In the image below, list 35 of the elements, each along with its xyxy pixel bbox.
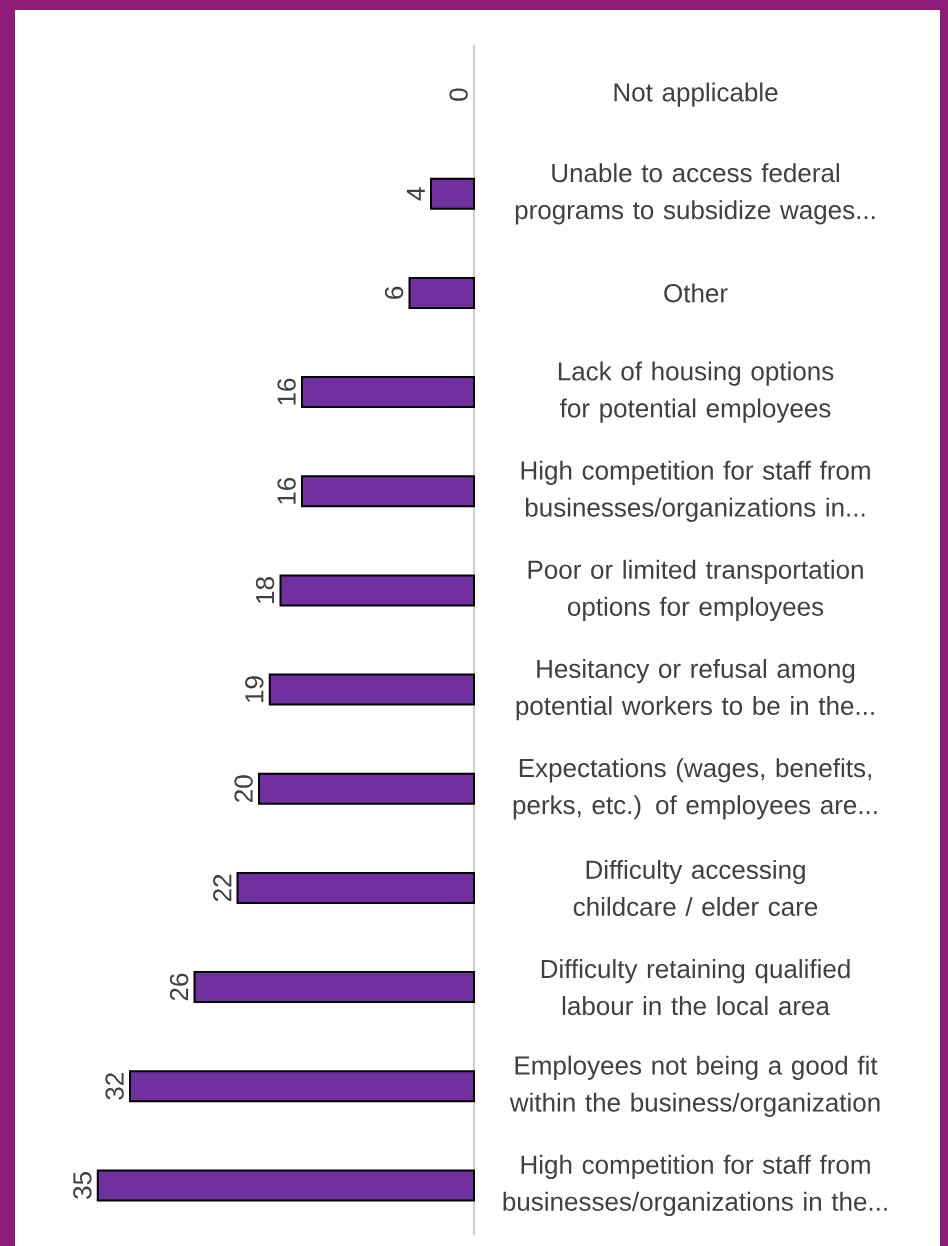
- bar: [301, 475, 475, 508]
- y-tick-label: Lack of housing options for potential employees: [558, 361, 834, 423]
- data-label: 16: [277, 477, 296, 504]
- y-tick-label: Poor or limited transportation options for employees: [528, 559, 863, 622]
- data-label: 18: [255, 577, 275, 603]
- data-label: 26: [169, 973, 189, 1001]
- data-label: 35: [73, 1172, 92, 1199]
- bar: [279, 574, 475, 607]
- data-label: 22: [213, 874, 232, 902]
- data-label: 32: [105, 1073, 124, 1100]
- y-tick-label: High competition for staff from businesses/organizations in...: [521, 460, 870, 522]
- bar: [268, 673, 475, 706]
- y-tick-label: Other: [664, 283, 728, 303]
- data-label: 4: [406, 187, 425, 201]
- bar: [96, 1169, 475, 1202]
- data-label: 20: [234, 775, 253, 802]
- y-tick-label: Difficulty retaining qualified labour in the local area: [541, 959, 850, 1016]
- y-tick-label: Expectations (wages, benefits, perks, etc.) of employees are...: [513, 758, 877, 820]
- bar: [301, 376, 475, 409]
- bar: [408, 276, 475, 309]
- y-tick-label: High competition for staff from businesses/organizations in the...: [503, 1154, 887, 1217]
- bar: [258, 772, 475, 805]
- bar: [129, 1070, 475, 1103]
- data-label: 6: [384, 286, 404, 299]
- y-tick-label: Difficulty accessing childcare / elder care: [573, 859, 818, 916]
- bar: [430, 177, 475, 210]
- y-tick-label: Employees not being a good fit within the business/organization: [509, 1055, 880, 1117]
- y-tick-label: Not applicable: [614, 82, 778, 107]
- data-label: 19: [245, 676, 264, 703]
- y-tick-label: Unable to access federal programs to subsidize wages...: [515, 163, 875, 225]
- bar: [193, 971, 475, 1004]
- data-label: 0: [449, 88, 468, 101]
- data-label: 16: [277, 378, 296, 405]
- bar: [236, 871, 475, 904]
- y-tick-label: Hesitancy or refusal among potential workers to be in the...: [516, 658, 874, 721]
